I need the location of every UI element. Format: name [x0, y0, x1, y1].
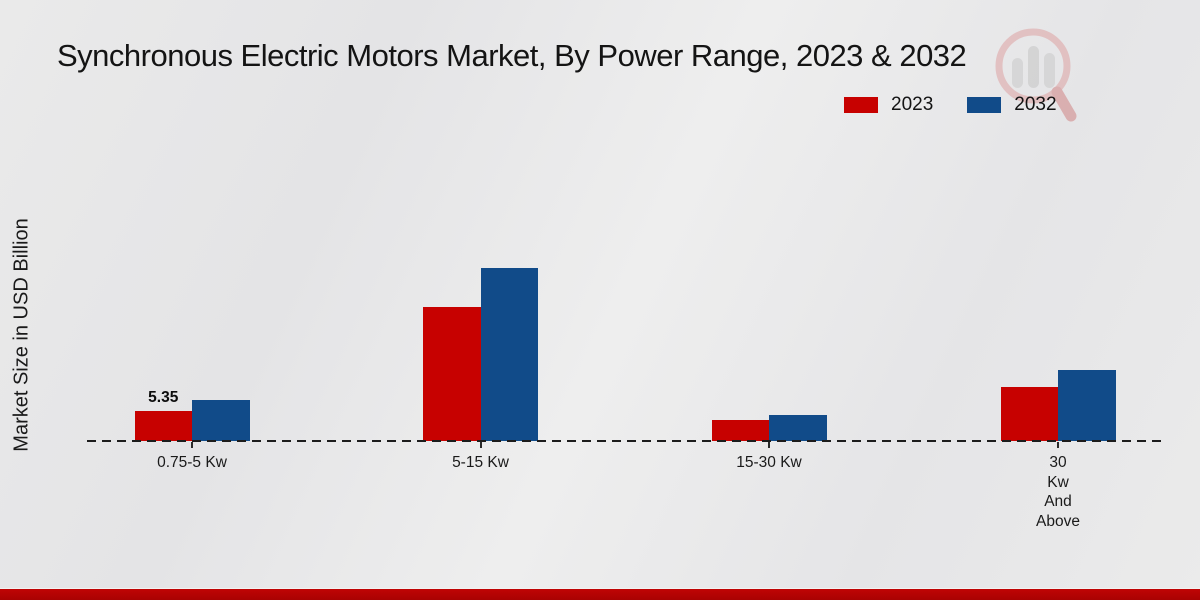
bar-2032-5-15-kw — [480, 268, 538, 441]
y-axis-title: Market Size in USD Billion — [10, 218, 33, 452]
bar-2023-0-75-5-kw — [134, 410, 192, 441]
bar-2023-15-30-kw — [711, 420, 769, 441]
x-tick-label-30-kw-and-above: 30 Kw And Above — [1036, 453, 1080, 531]
zero-baseline-dashed — [87, 440, 1165, 442]
bar-2023-30-kw-and-above — [1000, 387, 1058, 441]
legend-swatch-2032 — [967, 97, 1002, 113]
x-tick-label-0-75-5-kw: 0.75-5 Kw — [157, 453, 227, 473]
legend-item-2032: 2032 — [967, 94, 1057, 116]
x-tick-5-15-kw — [479, 442, 482, 448]
x-tick-label-line: And — [1044, 493, 1072, 510]
legend-label-2032: 2032 — [1014, 94, 1057, 115]
x-tick-15-30-kw — [768, 442, 770, 448]
bar-2032-15-30-kw — [769, 415, 827, 441]
bar-2023-5-15-kw — [423, 306, 481, 441]
chart-title: Synchronous Electric Motors Market, By P… — [57, 38, 967, 73]
legend-swatch-2023 — [844, 97, 878, 113]
legend: 2023 2032 — [844, 94, 1057, 116]
x-tick-label-line: Kw — [1047, 473, 1069, 491]
magnifier-bar-chart-logo-icon — [995, 28, 1077, 122]
x-tick-label-5-15-kw: 5-15 Kw — [452, 453, 509, 473]
x-tick-label-line: 15-30 Kw — [736, 454, 802, 471]
legend-item-2023: 2023 — [844, 94, 933, 116]
x-tick-label-line: 0.75-5 Kw — [157, 454, 227, 471]
bar-2032-30-kw-and-above — [1058, 369, 1116, 441]
x-tick-label-line: 30 — [1049, 454, 1067, 471]
x-tick-label-line: Above — [1036, 512, 1080, 530]
x-tick-label-line: 5-15 Kw — [452, 454, 509, 471]
bar-value-label-2023-0-75-5-kw: 5.35 — [148, 388, 179, 406]
footer-accent-bar — [0, 588, 1200, 600]
x-tick-0-75-5-kw — [191, 442, 193, 448]
bar-2032-0-75-5-kw — [192, 400, 250, 441]
x-tick-label-15-30-kw: 15-30 Kw — [736, 453, 801, 473]
x-tick-30-kw-and-above — [1057, 442, 1059, 448]
legend-label-2023: 2023 — [891, 94, 934, 115]
